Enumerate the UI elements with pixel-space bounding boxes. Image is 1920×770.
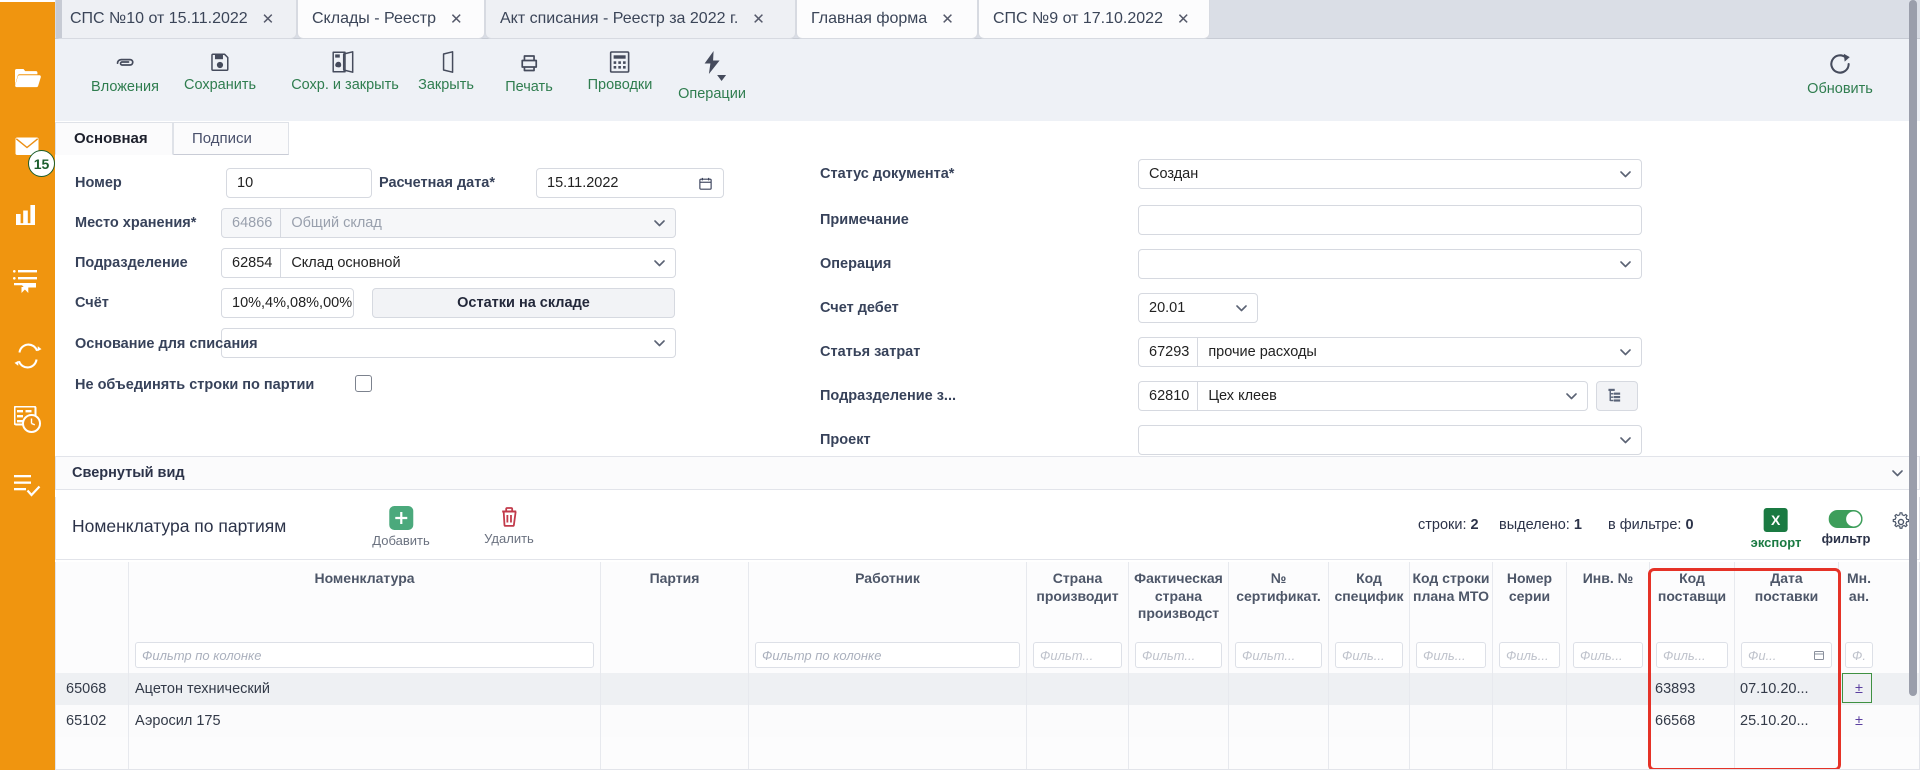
svg-text:X: X xyxy=(1771,512,1781,528)
